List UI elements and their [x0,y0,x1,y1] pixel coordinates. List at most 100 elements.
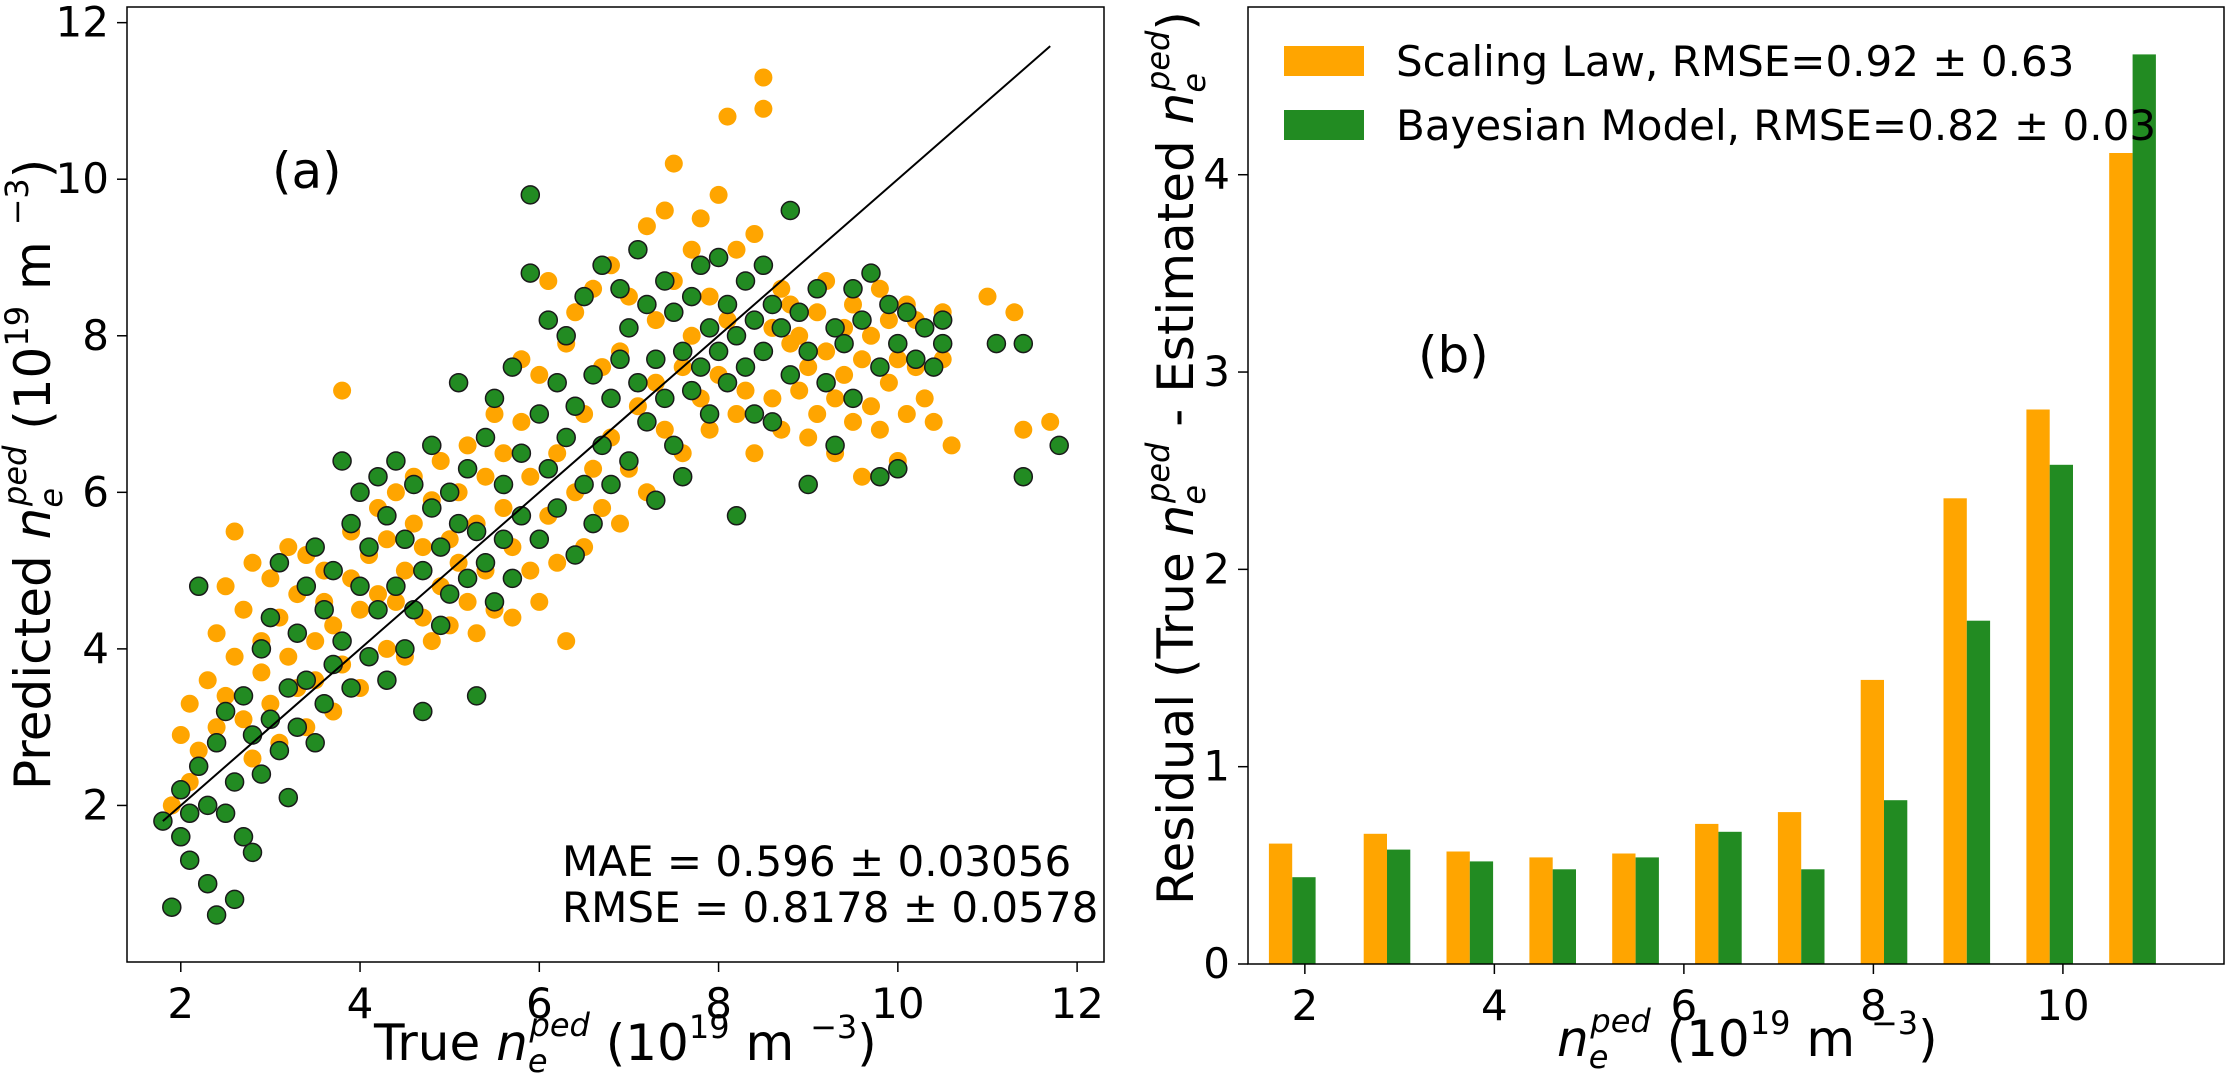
bayesian-model-point [628,239,648,260]
scaling-law-point [494,499,513,517]
bayesian-model-point [305,733,325,753]
scaling-law-bar [1860,679,1884,964]
scaling-law-point [593,499,612,517]
bayesian-model-point [171,827,191,847]
scaling-law-point [978,287,997,306]
legend: Scaling Law, RMSE=0.92 ± 0.63 Bayesian M… [1284,37,2156,150]
x-tick-label: 2 [1291,981,1318,1030]
x-tick-label: 10 [2036,981,2089,1030]
bayesian-model-point [870,357,890,377]
bayesian-model-point [341,513,361,534]
scaling-law-point [727,240,746,259]
scaling-law-point [234,600,253,619]
bayesian-model-bar [1884,800,1908,964]
bayesian-model-point [717,294,738,315]
scaling-law-point [808,405,827,423]
bayesian-model-point [242,842,263,863]
scatter-y-axis-title: Predicted neped (1019 m −3) [0,159,70,790]
bayesian-model-point [448,513,469,534]
bayesian-model-point [879,294,899,315]
bayesian-model-point [690,255,711,276]
bar-y-axis-title: Residual (True neped - Estimated neped) [1139,11,1213,905]
bayesian-model-point [735,271,756,291]
bayesian-model-point [529,529,550,550]
scaling-law-point [682,326,701,345]
bayesian-model-point [350,576,370,597]
bayesian-model-point [565,545,585,565]
bayesian-model-point [681,380,702,401]
bayesian-model-point [493,474,514,495]
bayesian-model-point [798,341,818,362]
scaling-law-point [566,303,585,322]
bayesian-model-point [386,451,406,471]
y-tick-label: 8 [82,311,109,360]
scaling-law-point [584,459,603,478]
y-tick-label: 1 [1203,742,1230,791]
scaling-law-point [1014,420,1033,439]
scaling-law-point [611,514,629,533]
bayesian-model-point [601,474,621,495]
scaling-law-point [404,514,423,533]
bayesian-model-point [592,255,612,276]
legend-swatch-scaling-law [1284,46,1364,76]
bayesian-model-point [699,404,720,424]
scaling-law-point [745,444,764,463]
scaling-law-point [754,68,773,87]
bayesian-model-point [726,506,747,526]
scaling-law-point [862,397,880,416]
scaling-law-point [369,585,387,604]
scaling-law-point [736,381,755,400]
bayesian-model-point [323,560,343,581]
y-tick-label: 4 [1203,150,1230,199]
x-tick-label: 8 [1860,981,1887,1030]
bayesian-model-point [179,850,200,870]
y-tick-label: 6 [82,467,109,516]
scaling-law-point [870,279,889,298]
scaling-law-point [700,420,719,439]
bayesian-model-point [278,678,299,698]
bayesian-model-point [278,787,299,808]
scatter-x-axis-title: True neped (1019 m −3) [373,1006,877,1079]
bayesian-model-point [350,482,370,503]
scaling-law-point [386,592,405,611]
x-tick-label: 2 [167,979,194,1028]
scaling-law-point [682,240,701,259]
scaling-law-point [754,99,773,118]
bayesian-model-point [619,318,639,338]
bayesian-model-point [314,693,334,714]
bayesian-model-point [197,795,218,816]
stats-mae: MAE = 0.596 ± 0.03056 [562,837,1071,886]
scaling-law-point [790,381,809,400]
scatter-points [153,68,1069,925]
scaling-law-point [225,522,244,541]
bayesian-model-point [726,326,747,346]
bayesian-model-point [260,607,281,628]
scaling-law-point [261,569,280,588]
bayesian-model-point [834,333,854,354]
scaling-law-point [351,600,369,619]
bayesian-model-point [547,372,567,393]
bayesian-model-point [664,435,684,456]
bayesian-model-point [511,506,532,526]
panel-label-a: (a) [272,142,342,200]
scaling-law-point [207,624,226,643]
bayesian-model-point [377,670,397,690]
bayesian-model-point [861,263,881,283]
scaling-law-point [808,303,827,322]
residual-bar-panel: 2 4 6 8 10 0 1 2 3 4 (b) Scaling Law, RMSE=0.92 … [1139,6,2225,1076]
scaling-law-point [333,381,352,400]
scaling-law-point [718,107,737,126]
scaling-law-point [377,530,396,549]
bayesian-model-point [690,357,711,377]
bayesian-model-point [502,357,523,377]
bayesian-model-point [314,599,334,620]
bayesian-model-point [251,764,272,784]
scaling-law-point [431,452,450,470]
x-tick-label: 4 [1481,981,1508,1030]
scaling-law-point [476,467,495,486]
scaling-law-point [548,553,567,572]
scaling-law-point [252,663,271,682]
bayesian-model-bar [1469,861,1494,964]
bayesian-model-point [430,615,451,636]
scaling-law-point [503,608,522,627]
